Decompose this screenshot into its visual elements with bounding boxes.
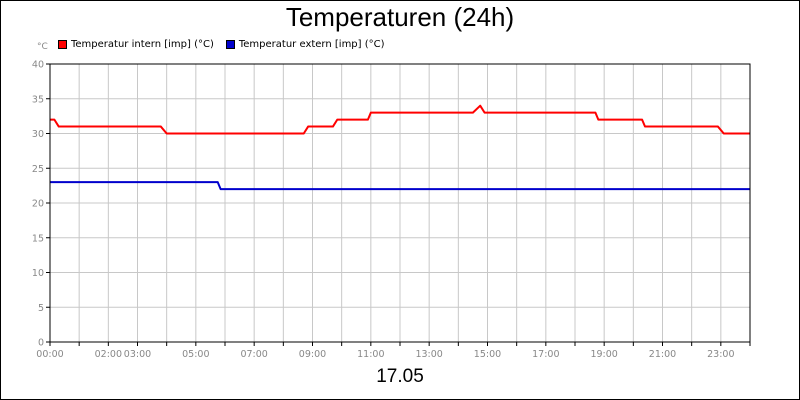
x-tick-label: 17:00	[532, 349, 559, 360]
y-ticks: 0 5 10 15 20 25 30 35 40	[32, 60, 50, 349]
x-tick-label: 03:00	[124, 349, 151, 360]
y-tick-label: 5	[38, 303, 44, 314]
y-tick-label: 35	[32, 94, 44, 105]
y-tick-label: 25	[32, 164, 44, 175]
legend-item-intern: Temperatur intern [imp] (°C)	[58, 39, 214, 50]
y-tick-label: 40	[32, 60, 44, 71]
legend-label-intern: Temperatur intern [imp] (°C)	[71, 38, 214, 50]
x-tick-label: 19:00	[590, 349, 617, 360]
x-tick-label: 09:00	[299, 349, 326, 360]
series-line-intern	[50, 104, 750, 135]
x-tick-label: 13:00	[415, 349, 442, 360]
legend-swatch-extern	[225, 39, 235, 49]
x-tick-label: 11:00	[357, 349, 384, 360]
y-tick-label: 15	[32, 233, 44, 244]
x-ticks: 00:00 02:00 03:00 05:00 07:00 09:00 11:00 13:00…	[36, 342, 751, 360]
chart-title: Temperaturen (24h)	[285, 2, 515, 32]
x-tick-label: 05:00	[182, 349, 209, 360]
x-tick-label: 02:00	[95, 349, 122, 360]
y-tick-label: 10	[32, 268, 44, 279]
legend-item-extern: Temperatur extern [imp] (°C)	[225, 38, 385, 50]
series-lines	[50, 104, 750, 191]
legend-label-extern: Temperatur extern [imp] (°C)	[238, 38, 385, 50]
y-tick-label: 20	[32, 199, 44, 210]
legend-swatch-intern	[58, 39, 67, 49]
x-tick-label: 23:00	[707, 349, 734, 360]
legend: Temperatur intern [imp] (°C) Temperatur …	[58, 37, 385, 51]
y-axis-unit: °C	[37, 42, 48, 52]
y-tick-label: 30	[32, 129, 44, 140]
x-tick-label: 07:00	[240, 349, 267, 360]
grid	[50, 64, 750, 342]
series-line-extern	[50, 181, 750, 191]
x-tick-label: 00:00	[36, 349, 63, 360]
y-tick-label: 0	[38, 338, 44, 349]
x-tick-label: 21:00	[649, 349, 676, 360]
x-axis-date-label: 17.05	[376, 366, 424, 387]
x-tick-label: 15:00	[474, 349, 501, 360]
